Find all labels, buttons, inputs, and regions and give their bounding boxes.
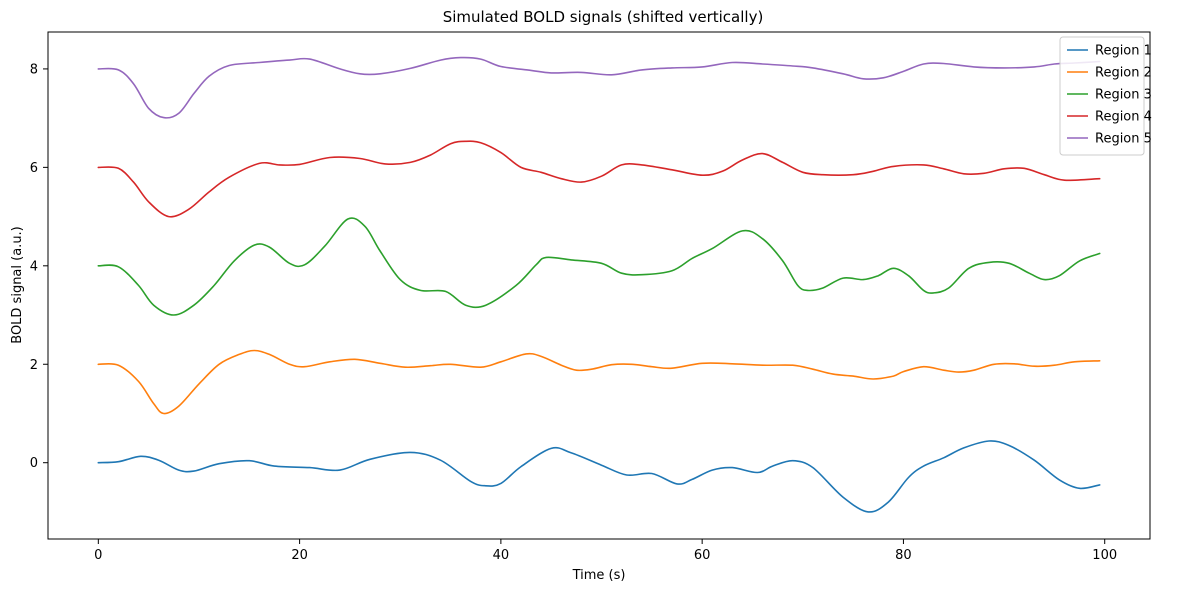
x-tick-label: 80 bbox=[895, 548, 912, 563]
x-axis-label: Time (s) bbox=[572, 568, 626, 583]
series-lines bbox=[97, 56, 1101, 513]
series-line-region-5 bbox=[97, 56, 1101, 119]
y-tick-label: 0 bbox=[30, 456, 38, 471]
legend-label: Region 1 bbox=[1095, 44, 1152, 59]
y-tick-label: 6 bbox=[30, 161, 38, 176]
legend-label: Region 2 bbox=[1095, 66, 1152, 81]
series-line-region-1 bbox=[97, 440, 1101, 513]
x-tick-label: 0 bbox=[94, 548, 102, 563]
series-line-region-4 bbox=[97, 140, 1101, 218]
y-axis-label: BOLD signal (a.u.) bbox=[10, 226, 25, 344]
legend-label: Region 5 bbox=[1095, 132, 1152, 147]
legend-label: Region 3 bbox=[1095, 88, 1152, 103]
y-tick-label: 2 bbox=[30, 358, 38, 373]
axis-ticks: 0 20 40 60 80 100 0 2 4 6 8 bbox=[30, 62, 1117, 563]
y-tick-label: 4 bbox=[30, 259, 38, 274]
legend-label: Region 4 bbox=[1095, 110, 1152, 125]
legend: Region 1 Region 2 Region 3 Region 4 Region 5 bbox=[1059, 36, 1152, 156]
chart-title: Simulated BOLD signals (shifted vertical… bbox=[443, 8, 764, 26]
series-line-region-2 bbox=[97, 349, 1101, 415]
plot-frame bbox=[47, 31, 1151, 540]
legend-box bbox=[1059, 36, 1145, 156]
x-tick-label: 20 bbox=[291, 548, 308, 563]
x-tick-label: 40 bbox=[493, 548, 510, 563]
x-tick-label: 100 bbox=[1092, 548, 1117, 563]
series-line-region-3 bbox=[97, 217, 1101, 316]
x-tick-label: 60 bbox=[694, 548, 711, 563]
y-tick-label: 8 bbox=[30, 62, 38, 77]
